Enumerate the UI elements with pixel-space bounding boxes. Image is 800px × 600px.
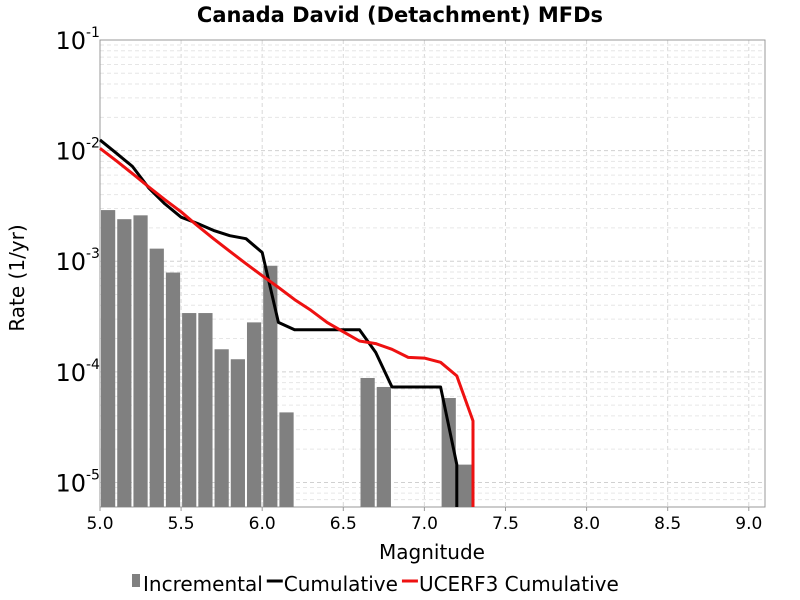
x-tick-label: 6.5 [330,514,357,534]
legend: Incremental Cumulative UCERF3 Cumulative [132,572,619,596]
incremental-bar [279,412,294,507]
y-axis-ticks: 10-510-410-310-210-1 [55,25,100,497]
y-tick-exponent: -3 [86,246,100,262]
y-tick-label: 10 -5 [55,467,100,497]
incremental-bar [117,219,132,507]
y-tick-base: 10 [55,359,86,387]
x-tick-label: 7.0 [411,514,438,534]
legend-swatch [132,574,140,587]
incremental-bar [165,272,181,507]
y-tick-label: 10 -4 [55,357,100,387]
x-axis-ticks: 5.0 5.5 6.0 6.5 7.0 7.5 8.0 8.5 9.0 [86,507,762,534]
y-tick-base: 10 [55,469,86,497]
incremental-bar [230,359,245,507]
x-tick-label: 8.0 [573,514,600,534]
incremental-bar [182,313,197,507]
legend-item: Incremental [132,572,263,596]
ucerf3-cumulative-line [99,147,475,507]
y-tick-base: 10 [55,248,86,276]
x-tick-label: 5.0 [86,514,113,534]
y-tick-label: 10 -3 [55,246,100,276]
y-tick-exponent: -5 [86,467,100,483]
y-tick-base: 10 [55,27,86,55]
y-axis-label: Rate (1/yr) [5,224,29,331]
plot-area [99,39,766,508]
incremental-bar [133,215,148,507]
incremental-bar [441,398,456,507]
x-tick-label: 5.5 [168,514,195,534]
x-tick-label: 7.5 [492,514,519,534]
y-tick-exponent: -1 [86,25,100,41]
cumulative-lines [99,138,475,507]
legend-item: Cumulative [266,572,398,596]
y-tick-label: 10 -1 [55,25,100,55]
incremental-bar [101,210,116,508]
legend-label: UCERF3 Cumulative [419,572,619,596]
incremental-bar [457,464,473,507]
y-tick-base: 10 [55,138,86,166]
y-tick-exponent: -2 [86,136,100,152]
incremental-bar [246,322,262,507]
y-tick-label: 10 -2 [55,136,100,166]
incremental-bar [376,386,391,507]
legend-label: Incremental [143,572,263,596]
x-axis-label: Magnitude [379,540,485,564]
incremental-bar [198,313,213,507]
legend-item: UCERF3 Cumulative [401,572,619,596]
incremental-bar [214,349,229,507]
incremental-bars [101,210,473,508]
x-tick-label: 6.0 [249,514,276,534]
cumulative-line [99,138,459,507]
chart-title: Canada David (Detachment) MFDs [197,3,603,27]
legend-label: Cumulative [284,572,398,596]
x-tick-label: 8.5 [654,514,681,534]
incremental-bar [263,265,278,507]
x-tick-label: 9.0 [735,514,762,534]
grid-lines [99,39,765,508]
y-tick-exponent: -4 [86,357,100,373]
incremental-bar [149,248,164,507]
incremental-bar [360,377,375,507]
